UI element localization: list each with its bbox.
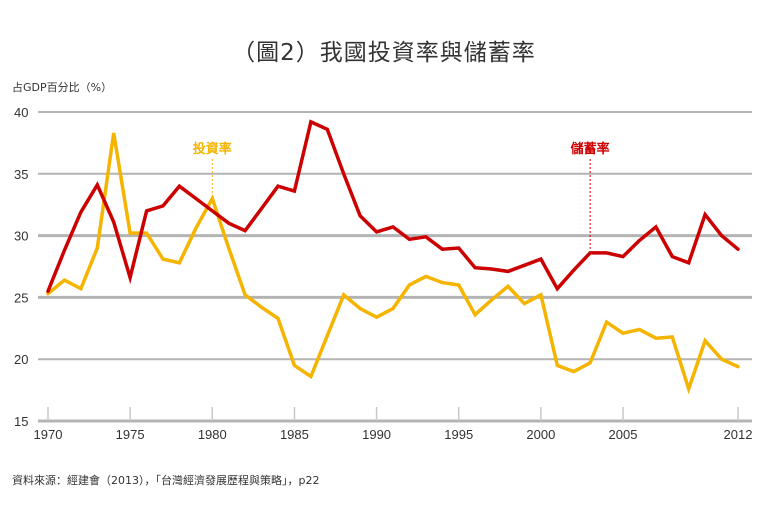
y-tick-label: 35 bbox=[14, 167, 28, 182]
y-tick-label: 30 bbox=[14, 229, 28, 244]
y-axis-label: 占GDP百分比（%） bbox=[12, 81, 113, 94]
chart-title: （圖2）我國投資率與儲蓄率 bbox=[232, 40, 536, 66]
investment-line bbox=[46, 132, 740, 395]
gridlines bbox=[38, 111, 752, 423]
y-tick-label: 20 bbox=[14, 352, 28, 367]
x-tick-label: 2000 bbox=[526, 427, 555, 442]
line-chart: 15 20 25 30 35 40 1970 1975 1980 1985 1990 1995 200… bbox=[14, 105, 753, 442]
source-note: 資料來源：經建會（2013），「台灣經濟發展歷程與策略」，p22 bbox=[12, 474, 320, 487]
x-tick-label: 1980 bbox=[198, 427, 227, 442]
savings-line bbox=[46, 119, 740, 293]
savings-label: 儲蓄率 bbox=[570, 141, 610, 157]
x-tick-label: 1995 bbox=[444, 427, 473, 442]
x-tick-labels: 1970 1975 1980 1985 1990 1995 2000 2005 2012 bbox=[34, 427, 753, 442]
x-tick-label: 2005 bbox=[609, 427, 638, 442]
y-tick-label: 25 bbox=[14, 290, 28, 305]
y-tick-label: 40 bbox=[14, 105, 28, 120]
x-tick-label: 1985 bbox=[280, 427, 309, 442]
y-tick-label: 15 bbox=[14, 414, 28, 429]
y-tick-labels: 15 20 25 30 35 40 bbox=[14, 105, 28, 429]
x-tick-label: 1970 bbox=[34, 427, 63, 442]
series-lines bbox=[46, 119, 740, 395]
x-tick-label: 1990 bbox=[362, 427, 391, 442]
investment-label: 投資率 bbox=[193, 141, 232, 157]
series-labels: 投資率 儲蓄率 bbox=[193, 141, 610, 249]
x-tick-label: 1975 bbox=[116, 427, 145, 442]
x-tick-label: 2012 bbox=[724, 427, 753, 442]
